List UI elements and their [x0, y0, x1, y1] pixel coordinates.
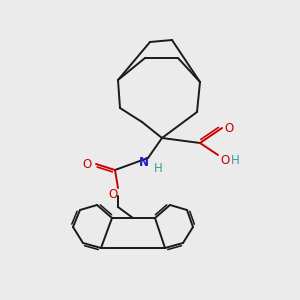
Text: N: N [139, 157, 149, 169]
Text: O: O [220, 154, 229, 166]
Text: H: H [231, 154, 240, 166]
Text: O: O [224, 122, 233, 134]
Text: O: O [108, 188, 118, 202]
Text: O: O [82, 158, 91, 170]
Text: H: H [154, 161, 162, 175]
